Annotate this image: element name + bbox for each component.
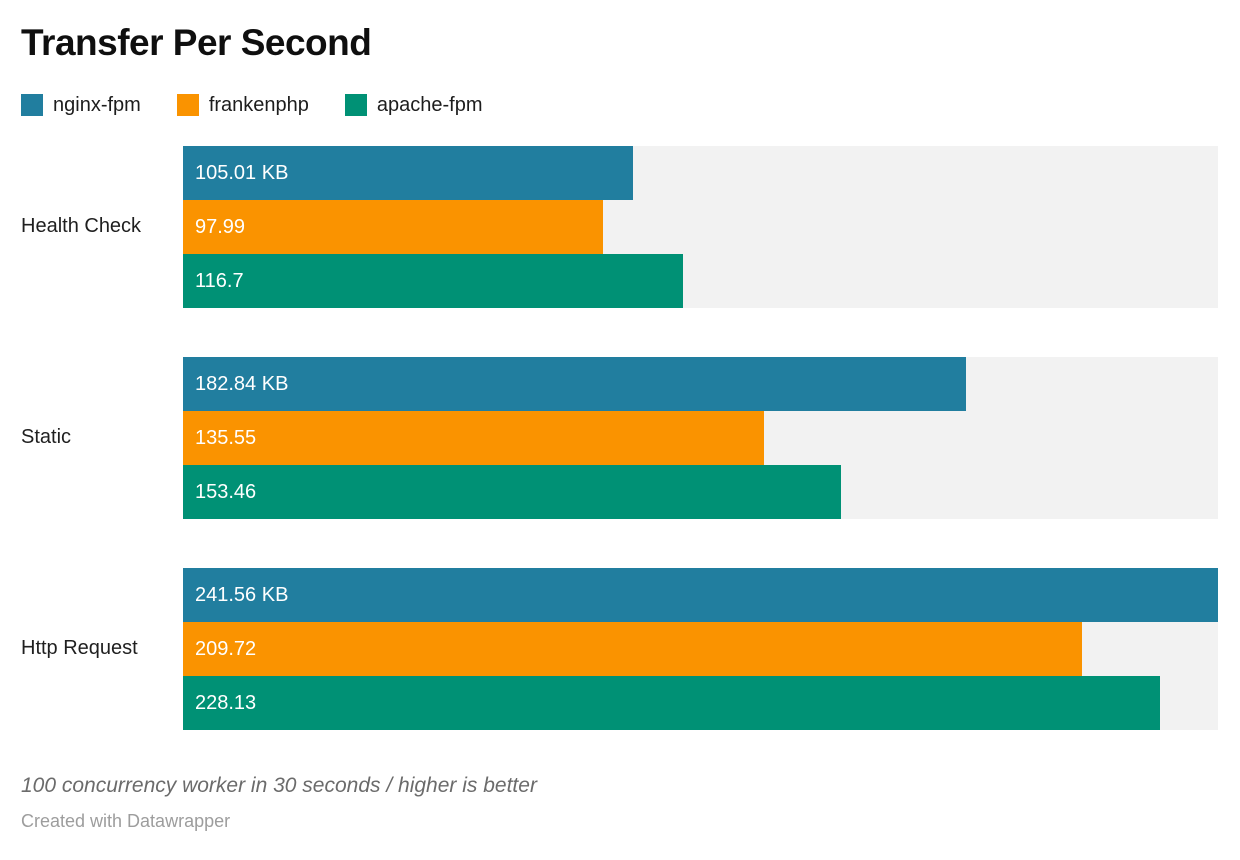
legend-swatch-icon: [176, 93, 199, 116]
bar-nginx-fpm: 105.01 KB: [183, 145, 633, 200]
bar-track: 135.55: [183, 410, 1218, 465]
bar-value-label: 153.46: [195, 480, 257, 503]
bar-group: Http Request 241.56 KB 209.72 228.13: [21, 567, 1218, 730]
legend-swatch-icon: [344, 93, 367, 116]
bar-group: Health Check 105.01 KB 97.99 116.7: [21, 145, 1218, 308]
datawrapper-credit: Created with Datawrapper: [21, 810, 231, 831]
bar-track: 116.7: [183, 253, 1218, 308]
legend-label: apache-fpm: [376, 93, 483, 116]
bar-track: 228.13: [183, 675, 1218, 730]
bar-frankenphp: 209.72: [183, 621, 1082, 676]
legend-item-frankenphp: frankenphp: [176, 93, 309, 116]
bar-value-label: 209.72: [195, 637, 257, 660]
bar-apache-fpm: 116.7: [183, 253, 684, 308]
bar-track: 153.46: [183, 464, 1218, 519]
bar-track: 105.01 KB: [183, 145, 1218, 200]
bars-column: 241.56 KB 209.72 228.13: [183, 567, 1218, 730]
legend-label: frankenphp: [208, 93, 309, 116]
legend-swatch-icon: [21, 93, 43, 116]
chart-title: Transfer Per Second: [21, 22, 372, 63]
footer-note: 100 concurrency worker in 30 seconds / h…: [21, 773, 537, 797]
bar-track: 209.72: [183, 621, 1218, 676]
legend-label: nginx-fpm: [53, 93, 141, 116]
bar-value-label: 105.01 KB: [195, 161, 289, 184]
bar-track: 241.56 KB: [183, 567, 1218, 622]
bars-column: 105.01 KB 97.99 116.7: [183, 145, 1218, 308]
bar-nginx-fpm: 182.84 KB: [183, 356, 967, 411]
bar-group: Static 182.84 KB 135.55 153.46: [21, 356, 1218, 519]
bar-apache-fpm: 228.13: [183, 675, 1161, 730]
category-label: Http Request: [21, 637, 138, 660]
bar-nginx-fpm: 241.56 KB: [183, 567, 1218, 622]
legend-item-nginx-fpm: nginx-fpm: [21, 93, 141, 116]
bars-column: 182.84 KB 135.55 153.46: [183, 356, 1218, 519]
bar-value-label: 228.13: [195, 691, 257, 714]
legend-item-apache-fpm: apache-fpm: [344, 93, 483, 116]
bar-value-label: 241.56 KB: [195, 583, 289, 606]
bar-value-label: 116.7: [195, 269, 244, 292]
bar-value-label: 97.99: [195, 215, 246, 238]
legend: nginx-fpm frankenphp apache-fpm: [21, 93, 1218, 116]
bar-track: 182.84 KB: [183, 356, 1218, 411]
category-label: Health Check: [21, 215, 142, 238]
bar-frankenphp: 135.55: [183, 410, 764, 465]
bar-value-label: 135.55: [195, 426, 257, 449]
bar-apache-fpm: 153.46: [183, 464, 841, 519]
category-label: Static: [21, 426, 72, 449]
bar-frankenphp: 97.99: [183, 199, 603, 254]
bar-track: 97.99: [183, 199, 1218, 254]
bar-value-label: 182.84 KB: [195, 372, 289, 395]
plot-area: Health Check 105.01 KB 97.99 116.7 Static 182…: [21, 145, 1218, 730]
